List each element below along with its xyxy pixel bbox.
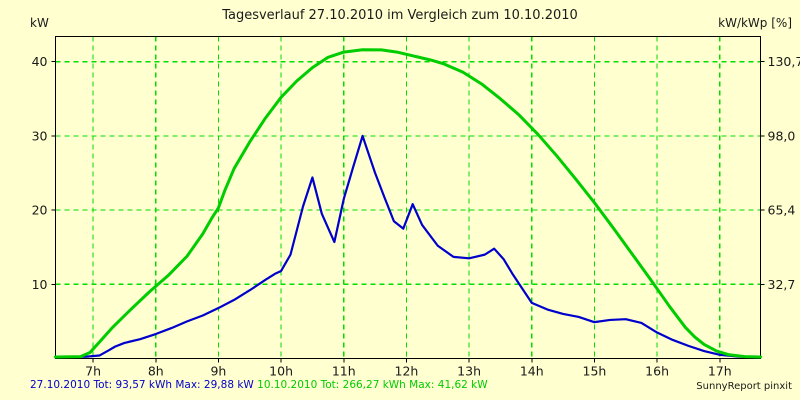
- svg-text:15h: 15h: [583, 364, 607, 379]
- svg-text:11h: 11h: [332, 364, 356, 379]
- svg-text:32,7: 32,7: [768, 277, 796, 292]
- y-axis-left-title: kW: [30, 16, 49, 30]
- svg-text:14h: 14h: [520, 364, 544, 379]
- legend-series-green: 10.10.2010 Tot: 266,27 kWh Max: 41,62 kW: [257, 379, 488, 391]
- gridlines-horizontal: [55, 61, 761, 285]
- svg-text:10: 10: [32, 277, 48, 292]
- tick-labels: 7h 8h 9h 10h 11h 12h 13h 14h 15h 16h 17h 10 20 30 40 32…: [32, 54, 800, 378]
- legend-series-blue: 27.10.2010 Tot: 93,57 kWh Max: 29,88 kW: [30, 379, 254, 391]
- svg-text:30: 30: [32, 128, 48, 143]
- axis-ticks: [51, 61, 765, 363]
- svg-text:8h: 8h: [148, 364, 164, 379]
- svg-text:98,0: 98,0: [768, 128, 796, 143]
- chart-title: Tagesverlauf 27.10.2010 im Vergleich zum…: [222, 8, 578, 23]
- svg-text:9h: 9h: [210, 364, 226, 379]
- gridlines-vertical: [92, 36, 721, 359]
- svg-text:65,4: 65,4: [768, 203, 796, 218]
- svg-text:16h: 16h: [645, 364, 669, 379]
- data-series: [54, 48, 762, 359]
- credit-label: SunnyReport pinxit: [696, 381, 792, 392]
- svg-text:12h: 12h: [395, 364, 419, 379]
- y-axis-right-title: kW/kWp [%]: [718, 16, 792, 30]
- svg-text:13h: 13h: [457, 364, 481, 379]
- svg-text:130,7: 130,7: [768, 54, 800, 69]
- svg-text:10h: 10h: [269, 364, 293, 379]
- svg-text:7h: 7h: [85, 364, 101, 379]
- svg-text:17h: 17h: [708, 364, 732, 379]
- svg-text:20: 20: [32, 203, 48, 218]
- plot-frame: [54, 35, 762, 360]
- svg-text:40: 40: [32, 54, 48, 69]
- legend-footer: 27.10.2010 Tot: 93,57 kWh Max: 29,88 kW …: [30, 379, 488, 391]
